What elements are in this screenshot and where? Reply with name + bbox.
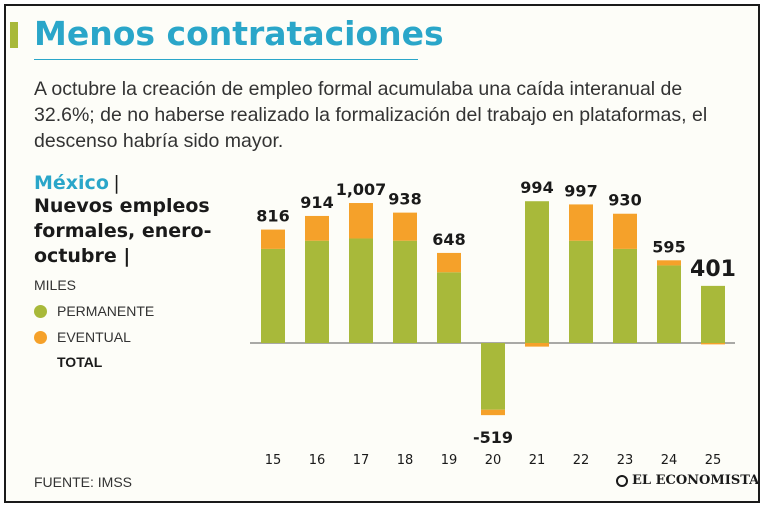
- bar-eventual-20: [481, 409, 505, 416]
- total-label-15: 816: [256, 207, 289, 226]
- total-label-17: 1,007: [336, 180, 387, 199]
- x-tick-label-23: 23: [617, 453, 634, 468]
- bar-permanent-24: [657, 265, 681, 343]
- x-tick-label-25: 25: [705, 453, 722, 468]
- legend-item-eventual: EVENTUAL: [34, 329, 254, 345]
- legend-total-label: TOTAL: [57, 354, 103, 370]
- chart-title: Nuevos empleos formales, enero-octubre |: [34, 194, 254, 269]
- bar-permanent-20: [481, 343, 505, 410]
- x-tick-label-19: 19: [441, 453, 458, 468]
- bar-permanent-18: [393, 240, 417, 343]
- legend-permanent-label: PERMANENTE: [57, 303, 155, 319]
- bar-eventual-18: [393, 212, 417, 241]
- bar-permanent-22: [569, 240, 593, 343]
- total-label-18: 938: [388, 190, 421, 209]
- bar-eventual-16: [305, 215, 329, 241]
- bar-eventual-22: [569, 204, 593, 241]
- chart-legend: México | Nuevos empleos formales, enero-…: [34, 172, 254, 370]
- x-tick-label-20: 20: [485, 453, 502, 468]
- bar-permanent-17: [349, 238, 373, 343]
- x-tick-label-17: 17: [353, 453, 370, 468]
- total-label-20: -519: [473, 428, 513, 447]
- x-tick-label-24: 24: [661, 453, 678, 468]
- bar-eventual-17: [349, 203, 373, 239]
- bar-permanent-19: [437, 272, 461, 343]
- x-tick-label-22: 22: [573, 453, 590, 468]
- x-tick-label-15: 15: [265, 453, 282, 468]
- bar-permanent-21: [525, 201, 549, 343]
- legend-item-permanent: PERMANENTE: [34, 303, 254, 319]
- x-tick-label-18: 18: [397, 453, 414, 468]
- total-label-19: 648: [432, 230, 465, 249]
- bar-eventual-21: [525, 343, 549, 347]
- title-accent-bar: [10, 22, 18, 48]
- eventual-dot-icon: [34, 330, 47, 344]
- units-label: MILES: [34, 277, 77, 293]
- total-label-21: 994: [520, 178, 553, 197]
- subtitle: A octubre la creación de empleo formal a…: [34, 78, 708, 152]
- source-note: FUENTE: IMSS: [34, 474, 133, 490]
- bar-eventual-23: [613, 213, 637, 249]
- publisher-logo: EL ECONOMISTA: [616, 473, 759, 488]
- bar-eventual-19: [437, 252, 461, 273]
- page-title: Menos contrataciones: [34, 14, 444, 53]
- x-tick-label-16: 16: [309, 453, 326, 468]
- bar-eventual-25: [701, 343, 725, 345]
- chart-title-separator: |: [123, 245, 131, 267]
- logo-mark-icon: [616, 474, 628, 487]
- total-label-24: 595: [652, 237, 685, 256]
- bar-permanent-15: [261, 248, 285, 343]
- permanent-dot-icon: [34, 304, 47, 318]
- bar-eventual-15: [261, 229, 285, 249]
- x-tick-label-21: 21: [529, 453, 546, 468]
- legend-separator: |: [113, 172, 120, 194]
- total-label-16: 914: [300, 193, 333, 212]
- total-label-25: 401: [690, 257, 736, 282]
- bar-permanent-23: [613, 248, 637, 343]
- title-underline: [34, 59, 418, 60]
- legend-country: México: [34, 172, 109, 194]
- legend-eventual-label: EVENTUAL: [57, 329, 131, 345]
- logo-text: EL ECONOMISTA: [632, 473, 760, 488]
- bar-eventual-24: [657, 260, 681, 266]
- chart-title-text: Nuevos empleos formales, enero-octubre: [34, 195, 212, 267]
- total-label-23: 930: [608, 191, 641, 210]
- total-label-22: 997: [564, 181, 597, 200]
- legend-heading: México |: [34, 172, 254, 194]
- bar-permanent-25: [701, 285, 725, 343]
- bar-permanent-16: [305, 240, 329, 343]
